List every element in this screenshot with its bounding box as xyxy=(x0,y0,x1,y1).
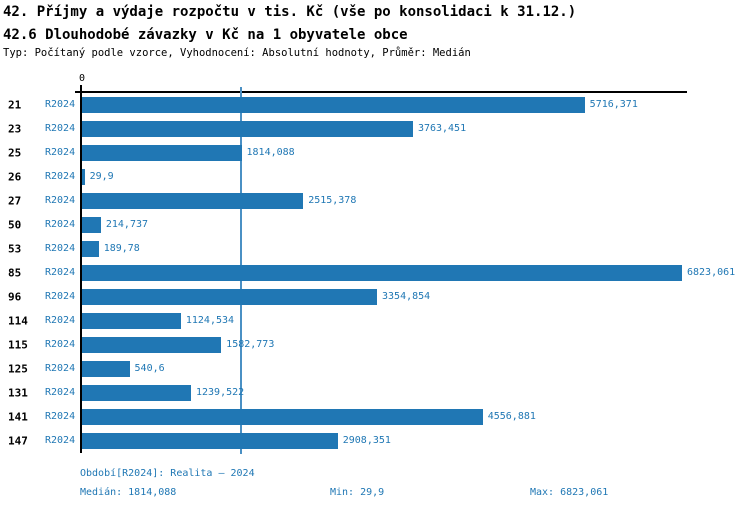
bar xyxy=(82,384,191,401)
row-category-label: 147 xyxy=(8,434,28,447)
row-category-label: 26 xyxy=(8,170,22,183)
bar xyxy=(82,120,413,137)
row-series-label: R2024 xyxy=(45,218,76,230)
y-axis-line xyxy=(79,85,82,453)
bar-value-label: 1239,522 xyxy=(195,386,245,398)
footer-min: Min: 29,9 xyxy=(330,487,385,498)
bar xyxy=(82,312,181,329)
row-series-label: R2024 xyxy=(45,242,76,254)
bar xyxy=(82,96,585,113)
row-category-label: 53 xyxy=(8,242,22,255)
footer-max: Max: 6823,061 xyxy=(530,487,609,498)
row-series-label: R2024 xyxy=(45,266,76,278)
bar xyxy=(82,432,338,449)
chart-row: 25 R2024 1814,088 xyxy=(0,141,750,165)
row-series-label: R2024 xyxy=(45,314,76,326)
row-category-label: 96 xyxy=(8,290,22,303)
row-series-label: R2024 xyxy=(45,146,76,158)
chart-row: 96 R2024 3354,854 xyxy=(0,285,750,309)
bar-value-label: 540,6 xyxy=(134,362,165,374)
row-category-label: 115 xyxy=(8,338,28,351)
row-category-label: 85 xyxy=(8,266,22,279)
footer-median: Medián: 1814,088 xyxy=(80,487,177,498)
bar xyxy=(82,288,378,305)
bar xyxy=(82,408,483,425)
page-subtitle: 42.6 Dlouhodobé závazky v Kč na 1 obyvat… xyxy=(3,27,408,43)
bar xyxy=(82,192,304,209)
chart-row: 131 R2024 1239,522 xyxy=(0,381,750,405)
row-series-label: R2024 xyxy=(45,170,76,182)
bar xyxy=(82,240,99,257)
chart-row: 141 R2024 4556,881 xyxy=(0,405,750,429)
row-category-label: 125 xyxy=(8,362,28,375)
footer-period: Období[R2024]: Realita – 2024 xyxy=(80,468,255,479)
row-category-label: 25 xyxy=(8,146,22,159)
bar-value-label: 4556,881 xyxy=(487,410,536,422)
chart-row: 53 R2024 189,78 xyxy=(0,237,750,261)
bar-value-label: 5716,371 xyxy=(589,98,638,110)
bar xyxy=(82,168,85,185)
row-category-label: 141 xyxy=(8,410,28,423)
chart-row: 114 R2024 1124,534 xyxy=(0,309,750,333)
bar-value-label: 1814,088 xyxy=(246,146,295,158)
row-series-label: R2024 xyxy=(45,362,76,374)
chart-row: 23 R2024 3763,451 xyxy=(0,117,750,141)
bar-value-label: 1124,534 xyxy=(185,314,235,326)
chart-row: 147 R2024 2908,351 xyxy=(0,429,750,453)
chart-meta: Typ: Počítaný podle vzorce, Vyhodnocení:… xyxy=(3,47,471,59)
row-category-label: 50 xyxy=(8,218,22,231)
chart-row: 26 R2024 29,9 xyxy=(0,165,750,189)
bar xyxy=(82,144,242,161)
row-category-label: 21 xyxy=(8,98,22,111)
bar-value-label: 6823,061 xyxy=(687,266,736,278)
row-category-label: 131 xyxy=(8,386,28,399)
row-series-label: R2024 xyxy=(45,338,76,350)
row-category-label: 27 xyxy=(8,194,22,207)
bar xyxy=(82,360,130,377)
row-series-label: R2024 xyxy=(45,194,76,206)
bar xyxy=(82,264,682,281)
bar-value-label: 3763,451 xyxy=(417,122,467,134)
bar-value-label: 2908,351 xyxy=(342,434,391,446)
chart-row: 27 R2024 2515,378 xyxy=(0,189,750,213)
chart-row: 115 R2024 1582,773 xyxy=(0,333,750,357)
bar xyxy=(82,216,101,233)
chart-row: 85 R2024 6823,061 xyxy=(0,261,750,285)
row-series-label: R2024 xyxy=(45,434,76,446)
bar xyxy=(82,336,222,353)
x-axis-line xyxy=(75,91,687,93)
row-series-label: R2024 xyxy=(45,122,76,134)
row-series-label: R2024 xyxy=(45,386,76,398)
chart-row: 21 R2024 5716,371 xyxy=(0,93,750,117)
row-series-label: R2024 xyxy=(45,290,76,302)
bar-value-label: 3354,854 xyxy=(382,290,431,302)
page-title: 42. Příjmy a výdaje rozpočtu v tis. Kč (… xyxy=(3,4,577,20)
bar-value-label: 189,78 xyxy=(103,242,140,254)
chart-rows: 21 R2024 5716,371 23 R2024 3763,451 25 R2024 181… xyxy=(0,93,750,453)
row-series-label: R2024 xyxy=(45,410,76,422)
bar-value-label: 214,737 xyxy=(105,218,149,230)
chart-row: 125 R2024 540,6 xyxy=(0,357,750,381)
x-axis-zero-tick-label: 0 xyxy=(78,73,86,84)
bar-value-label: 2515,378 xyxy=(308,194,357,206)
bar-value-label: 29,9 xyxy=(89,170,114,182)
bar-value-label: 1582,773 xyxy=(226,338,275,350)
row-series-label: R2024 xyxy=(45,98,76,110)
chart-row: 50 R2024 214,737 xyxy=(0,213,750,237)
row-category-label: 23 xyxy=(8,122,22,135)
row-category-label: 114 xyxy=(8,314,28,327)
